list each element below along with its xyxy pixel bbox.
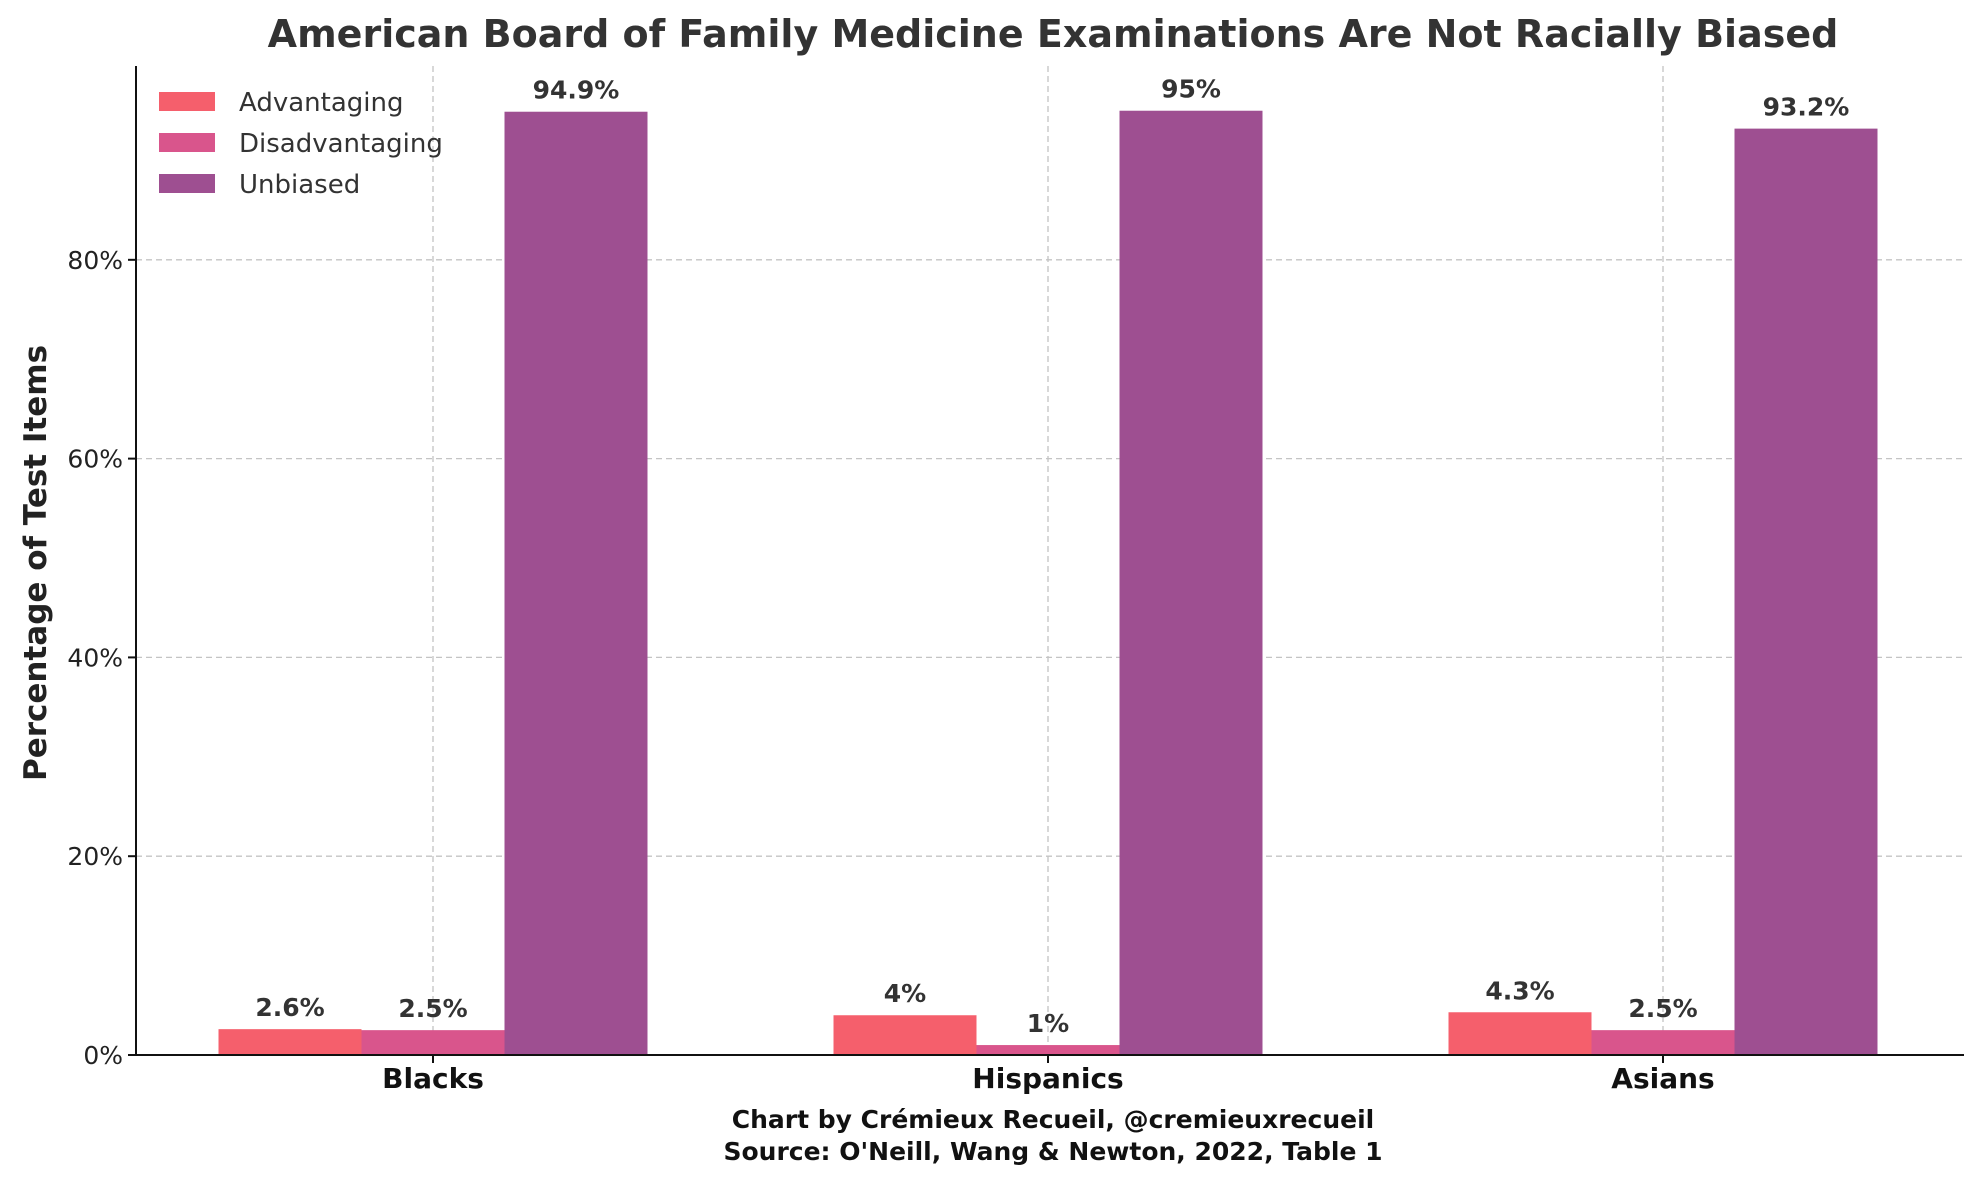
- bar-asians-disadvantaging: [1591, 1030, 1735, 1055]
- bar-hispanics-advantaging: [833, 1015, 977, 1055]
- bar-label-blacks-advantaging: 2.6%: [255, 993, 324, 1022]
- caption-credit: Chart by Crémieux Recueil, @cremieuxrecu…: [732, 1105, 1374, 1134]
- x-tick-label-hispanics: Hispanics: [972, 1062, 1123, 1095]
- bar-label-blacks-disadvantaging: 2.5%: [398, 994, 467, 1023]
- legend-label-advantaging: Advantaging: [239, 88, 403, 118]
- bar-blacks-unbiased: [504, 111, 648, 1056]
- bar-label-asians-disadvantaging: 2.5%: [1628, 994, 1697, 1023]
- y-tick-label-1: 20%: [67, 842, 123, 871]
- y-tick-label-3: 60%: [67, 445, 123, 474]
- bar-value-labels: 2.6% 2.5% 94.9% 4% 1% 95% 4.3% 2.5% 93.2%: [255, 75, 1849, 1038]
- y-tick-label-2: 40%: [67, 643, 123, 672]
- legend-swatch-unbiased: [159, 174, 215, 193]
- bar-asians-unbiased: [1734, 128, 1878, 1055]
- bar-asians-advantaging: [1448, 1012, 1592, 1055]
- legend-label-disadvantaging: Disadvantaging: [239, 129, 443, 159]
- y-tick-label-0: 0%: [83, 1041, 123, 1070]
- legend-label-unbiased: Unbiased: [239, 170, 360, 200]
- x-tick-label-asians: Asians: [1611, 1062, 1714, 1095]
- x-tick-label-blacks: Blacks: [382, 1062, 484, 1095]
- chart-title: American Board of Family Medicine Examin…: [268, 12, 1839, 56]
- y-axis-label: Percentage of Test Items: [18, 345, 54, 781]
- bar-label-asians-unbiased: 93.2%: [1763, 93, 1850, 122]
- bar-hispanics-unbiased: [1119, 110, 1263, 1056]
- bar-label-hispanics-disadvantaging: 1%: [1027, 1009, 1069, 1038]
- y-tick-labels: 0% 20% 40% 60% 80%: [67, 246, 136, 1070]
- bar-hispanics-disadvantaging: [976, 1045, 1120, 1055]
- bars: [218, 110, 1878, 1056]
- legend-swatch-disadvantaging: [159, 133, 215, 152]
- bar-label-blacks-unbiased: 94.9%: [533, 76, 620, 105]
- legend: Advantaging Disadvantaging Unbiased: [159, 88, 443, 200]
- legend-swatch-advantaging: [159, 92, 215, 111]
- x-tick-labels: Blacks Hispanics Asians: [382, 1055, 1715, 1095]
- bar-label-hispanics-unbiased: 95%: [1161, 75, 1221, 104]
- y-tick-label-4: 80%: [67, 246, 123, 275]
- bar-blacks-disadvantaging: [361, 1030, 505, 1055]
- bar-blacks-advantaging: [218, 1029, 362, 1055]
- grid-lines: [136, 66, 1964, 1055]
- bar-label-hispanics-advantaging: 4%: [884, 979, 926, 1008]
- bar-label-asians-advantaging: 4.3%: [1485, 976, 1554, 1005]
- axes: [135, 66, 1964, 1056]
- caption-source: Source: O'Neill, Wang & Newton, 2022, Ta…: [723, 1137, 1382, 1166]
